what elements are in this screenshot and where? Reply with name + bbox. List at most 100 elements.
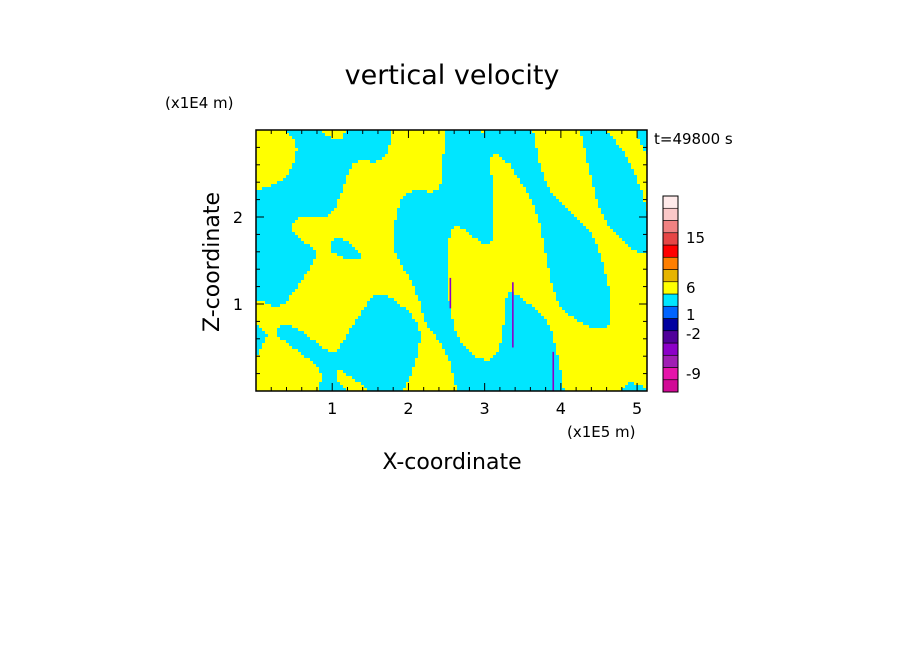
field-cell bbox=[571, 130, 575, 134]
field-cell bbox=[466, 223, 470, 227]
field-cell bbox=[445, 214, 449, 218]
field-cell bbox=[358, 133, 362, 137]
field-cell bbox=[610, 214, 614, 218]
field-cell bbox=[565, 172, 569, 176]
field-cell bbox=[589, 205, 593, 209]
field-cell bbox=[322, 229, 326, 233]
field-cell bbox=[565, 154, 569, 158]
field-cell bbox=[481, 178, 485, 182]
field-cell bbox=[610, 208, 614, 212]
field-cell bbox=[364, 205, 368, 209]
field-cell bbox=[403, 163, 407, 167]
field-cell bbox=[484, 142, 488, 146]
field-cell bbox=[298, 223, 302, 227]
field-cell bbox=[295, 235, 299, 239]
field-cell bbox=[454, 154, 458, 158]
field-cell bbox=[616, 166, 620, 170]
field-cell bbox=[502, 211, 506, 215]
field-cell bbox=[400, 160, 404, 164]
field-cell bbox=[568, 238, 572, 242]
field-cell bbox=[421, 217, 425, 221]
field-cell bbox=[640, 202, 644, 206]
field-cell bbox=[640, 193, 644, 197]
field-cell bbox=[325, 196, 329, 200]
field-cell bbox=[322, 166, 326, 170]
field-cell bbox=[268, 202, 272, 206]
field-cell bbox=[601, 148, 605, 152]
field-cell bbox=[289, 202, 293, 206]
field-cell bbox=[448, 136, 452, 140]
field-cell bbox=[637, 190, 641, 194]
field-cell bbox=[586, 136, 590, 140]
field-cell bbox=[574, 178, 578, 182]
field-cell bbox=[484, 241, 488, 245]
field-cell bbox=[430, 208, 434, 212]
field-cell bbox=[412, 196, 416, 200]
field-cell bbox=[304, 133, 308, 137]
field-cell bbox=[541, 175, 545, 179]
field-cell bbox=[451, 169, 455, 173]
field-cell bbox=[352, 145, 356, 149]
field-cell bbox=[415, 226, 419, 230]
field-cell bbox=[415, 133, 419, 137]
field-cell bbox=[529, 136, 533, 140]
field-cell bbox=[616, 223, 620, 227]
field-cell bbox=[403, 214, 407, 218]
field-cell bbox=[262, 220, 266, 224]
field-cell bbox=[553, 205, 557, 209]
field-cell bbox=[634, 172, 638, 176]
field-cell bbox=[400, 241, 404, 245]
field-cell bbox=[418, 166, 422, 170]
field-cell bbox=[616, 184, 620, 188]
field-cell bbox=[640, 163, 644, 167]
field-cell bbox=[445, 208, 449, 212]
field-cell bbox=[448, 130, 452, 134]
field-cell bbox=[574, 169, 578, 173]
field-cell bbox=[484, 130, 488, 134]
field-cell bbox=[397, 145, 401, 149]
field-cell bbox=[370, 238, 374, 242]
field-cell bbox=[553, 196, 557, 200]
field-cell bbox=[409, 133, 413, 137]
field-cell bbox=[610, 241, 614, 245]
field-cell bbox=[430, 217, 434, 221]
field-cell bbox=[571, 238, 575, 242]
field-cell bbox=[448, 235, 452, 239]
field-cell bbox=[358, 166, 362, 170]
field-cell bbox=[640, 223, 644, 227]
field-cell bbox=[415, 154, 419, 158]
field-cell bbox=[490, 160, 494, 164]
field-cell bbox=[586, 208, 590, 212]
field-cell bbox=[442, 193, 446, 197]
field-cell bbox=[334, 202, 338, 206]
field-cell bbox=[346, 196, 350, 200]
field-cell bbox=[265, 139, 269, 143]
field-cell bbox=[634, 175, 638, 179]
field-cell bbox=[550, 235, 554, 239]
field-cell bbox=[382, 214, 386, 218]
field-cell bbox=[388, 166, 392, 170]
field-cell bbox=[535, 130, 539, 134]
field-cell bbox=[514, 211, 518, 215]
field-cell bbox=[277, 133, 281, 137]
field-cell bbox=[562, 172, 566, 176]
field-cell bbox=[463, 211, 467, 215]
field-cell bbox=[331, 241, 335, 245]
field-cell bbox=[364, 148, 368, 152]
field-cell bbox=[619, 235, 623, 239]
field-cell bbox=[487, 196, 491, 200]
field-cell bbox=[460, 205, 464, 209]
field-cell bbox=[631, 223, 635, 227]
field-cell bbox=[520, 211, 524, 215]
field-cell bbox=[358, 145, 362, 149]
field-cell bbox=[382, 196, 386, 200]
field-cell bbox=[409, 193, 413, 197]
field-cell bbox=[598, 163, 602, 167]
field-cell bbox=[265, 133, 269, 137]
field-cell bbox=[391, 229, 395, 233]
field-cell bbox=[592, 130, 596, 134]
field-cell bbox=[568, 178, 572, 182]
field-cell bbox=[508, 148, 512, 152]
field-cell bbox=[412, 172, 416, 176]
field-cell bbox=[622, 214, 626, 218]
